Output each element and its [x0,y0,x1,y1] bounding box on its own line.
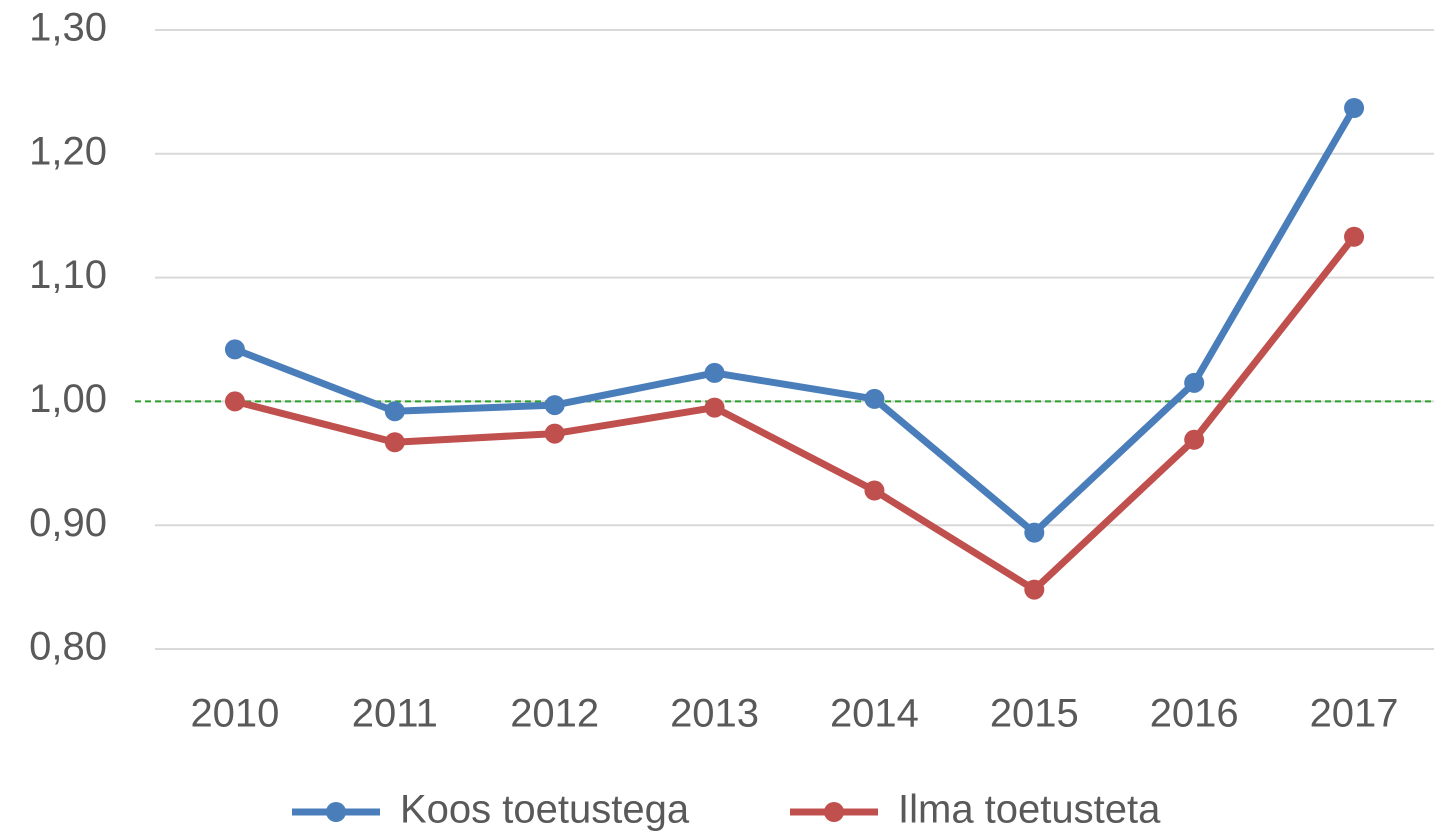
x-tick-label: 2010 [190,692,279,736]
x-tick-label: 2015 [990,692,1079,736]
legend-label: Ilma toetusteta [898,788,1161,832]
data-point [1344,97,1365,118]
y-tick-label: 1,00 [29,377,107,421]
legend-label: Koos toetustega [400,788,690,832]
x-tick-label: 2014 [830,692,919,736]
legend-marker [326,802,346,822]
data-point [544,423,565,444]
data-point [864,388,885,409]
data-point [224,339,245,360]
x-tick-label: 2012 [510,692,599,736]
y-tick-label: 0,80 [29,625,107,669]
x-tick-label: 2016 [1150,692,1239,736]
y-tick-label: 1,20 [29,129,107,173]
x-tick-label: 2011 [352,692,438,736]
data-point [224,391,245,412]
y-tick-label: 0,90 [29,501,107,545]
data-point [1024,522,1045,543]
series-line [234,234,1357,594]
data-point [1024,579,1045,600]
data-point [544,395,565,416]
data-point [704,362,725,383]
data-point [1184,429,1205,450]
data-point [1344,226,1365,247]
series-line [233,106,1358,537]
data-point [864,480,885,501]
x-tick-label: 2013 [670,692,759,736]
data-point [704,397,725,418]
y-tick-label: 1,30 [29,6,107,50]
legend-marker [824,802,844,822]
data-point [384,401,405,422]
data-point [1184,372,1205,393]
y-tick-label: 1,10 [29,253,107,297]
x-tick-label: 2017 [1310,692,1399,736]
data-point [384,432,405,453]
